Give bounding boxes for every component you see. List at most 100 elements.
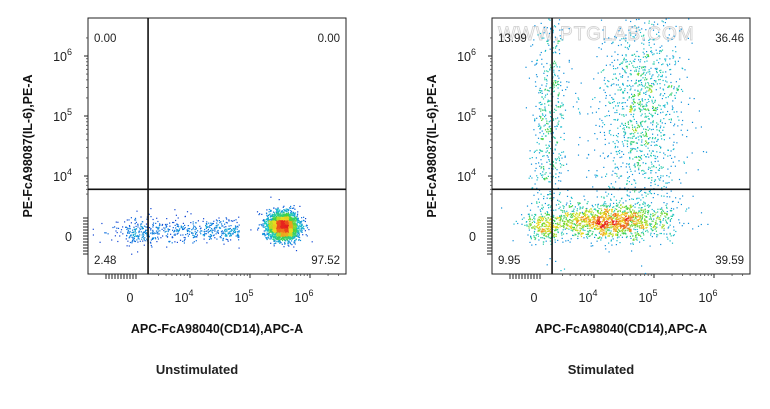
event-dot <box>291 237 293 239</box>
event-dot <box>138 230 140 232</box>
event-dot <box>220 221 222 223</box>
event-dot <box>132 237 134 239</box>
event-dot <box>280 218 283 220</box>
event-dot <box>271 223 273 225</box>
event-dot <box>586 217 588 219</box>
event-dot <box>194 235 196 237</box>
event-dot <box>607 222 610 224</box>
event-dot <box>178 229 180 231</box>
event-dot <box>565 217 567 219</box>
event-dot <box>278 209 280 211</box>
event-dot <box>641 139 643 141</box>
event-dot <box>645 91 647 93</box>
event-dot <box>286 208 288 210</box>
event-dot <box>610 232 612 234</box>
event-dot <box>275 227 277 229</box>
event-dot <box>579 224 581 227</box>
event-dot <box>199 228 201 230</box>
event-dot <box>653 211 656 213</box>
event-dot <box>291 214 293 216</box>
event-dot <box>294 243 296 245</box>
event-dot <box>186 229 188 231</box>
event-dot <box>271 219 273 221</box>
event-dot <box>564 220 566 223</box>
event-dot <box>647 211 650 213</box>
event-dot <box>697 225 700 227</box>
event-dot <box>577 231 579 234</box>
event-dot <box>236 234 238 236</box>
event-dot <box>280 218 282 221</box>
event-dot <box>144 230 146 233</box>
event-dot <box>612 217 614 219</box>
event-dot <box>620 207 622 210</box>
event-dot <box>177 217 179 219</box>
event-dot <box>277 228 279 230</box>
event-dot <box>620 204 622 206</box>
event-dot <box>125 226 127 228</box>
event-dot <box>593 228 595 230</box>
event-dot <box>587 233 589 235</box>
event-dot <box>627 227 629 229</box>
event-dot <box>155 232 157 234</box>
event-dot <box>142 232 144 234</box>
event-dot <box>644 205 646 207</box>
event-dot <box>214 237 216 239</box>
event-dot <box>296 222 298 224</box>
event-dot <box>268 234 270 236</box>
event-dot <box>601 216 603 218</box>
event-dot <box>592 214 594 216</box>
event-dot <box>278 212 280 214</box>
event-dot <box>195 240 197 242</box>
event-dot <box>575 213 577 216</box>
event-dot <box>663 202 665 204</box>
event-dot <box>604 212 606 214</box>
event-dot <box>277 232 279 234</box>
event-dot <box>217 230 219 232</box>
event-dot <box>615 166 617 168</box>
event-dot <box>132 238 134 240</box>
event-dot <box>553 209 555 211</box>
event-dot <box>274 215 276 217</box>
event-dot <box>578 203 580 205</box>
event-dot <box>268 219 270 221</box>
event-dot <box>639 227 641 229</box>
event-dot <box>266 224 268 227</box>
event-dot <box>150 228 152 230</box>
event-dot <box>271 225 273 227</box>
event-dot <box>262 223 264 225</box>
event-dot <box>654 101 656 103</box>
event-dot <box>296 223 298 225</box>
event-dot <box>311 241 313 243</box>
event-dot <box>284 221 286 224</box>
event-dot <box>665 114 667 116</box>
event-dot <box>270 226 272 228</box>
event-dot <box>171 236 173 238</box>
event-dot <box>225 234 227 236</box>
event-dot <box>272 218 274 220</box>
event-dot <box>274 219 276 221</box>
event-dot <box>189 231 191 233</box>
event-dot <box>633 239 635 241</box>
event-dot <box>652 226 654 228</box>
event-dot <box>651 220 653 222</box>
event-dot <box>599 221 601 223</box>
event-dot <box>291 229 293 231</box>
event-dot <box>603 196 605 198</box>
event-dot <box>629 191 631 193</box>
event-dot <box>575 212 578 214</box>
event-dot <box>301 217 303 219</box>
event-dot <box>612 221 614 223</box>
event-dot <box>619 217 621 219</box>
event-dot <box>578 223 580 225</box>
event-dot <box>134 233 136 235</box>
event-dot <box>606 222 608 224</box>
event-dot <box>158 225 161 227</box>
event-dot <box>610 233 612 236</box>
event-dot <box>630 105 632 107</box>
event-dot <box>623 227 625 229</box>
event-dot <box>293 237 295 239</box>
event-dot <box>588 216 590 218</box>
event-dot <box>677 60 679 62</box>
event-dot <box>285 237 287 239</box>
